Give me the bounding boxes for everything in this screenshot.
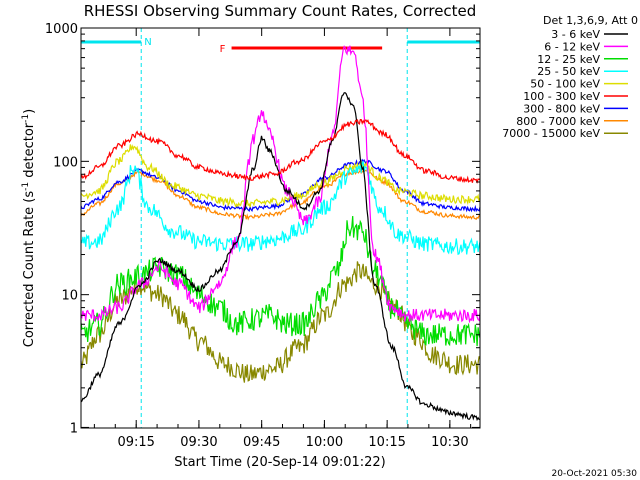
x-tick-label: 10:00 (306, 435, 343, 450)
x-tick-label: 10:15 (368, 435, 405, 450)
series-line-7 (80, 168, 481, 221)
legend-item-label: 12 - 25 keV (537, 53, 600, 66)
legend-item-label: 6 - 12 keV (544, 40, 600, 53)
series-line-0 (80, 92, 480, 422)
series-line-2 (80, 215, 481, 347)
series-line-5 (80, 118, 481, 184)
x-tick-label: 10:30 (431, 435, 468, 450)
chart-title: RHESSI Observing Summary Count Rates, Co… (84, 2, 477, 20)
y-tick-label: 100 (53, 155, 78, 170)
y-axis-label: Corrected Count Rate (s-1 detector-1) (21, 109, 37, 347)
night-label: N (144, 37, 151, 48)
legend-item-label: 50 - 100 keV (530, 78, 600, 91)
plot-frame (80, 27, 481, 429)
legend-item-label: 100 - 300 keV (523, 90, 600, 103)
timestamp-label: 20-Oct-2021 05:30 (552, 469, 638, 479)
x-tick-label: 09:30 (180, 435, 217, 450)
series-line-6 (80, 158, 481, 213)
legend-item-label: 7000 - 15000 keV (502, 127, 600, 140)
flare-label: F (220, 44, 226, 55)
x-tick-label: 09:15 (117, 435, 154, 450)
x-axis-ticks: 09:15 09:30 09:45 10:00 10:15 10:30 (93, 28, 472, 450)
y-tick-label: 1000 (45, 22, 78, 37)
legend-item-label: 800 - 7000 keV (516, 115, 600, 128)
y-tick-label: 10 (61, 289, 78, 304)
x-tick-label: 09:45 (243, 435, 280, 450)
plot-area: NF (80, 28, 481, 428)
legend-item-label: 25 - 50 keV (537, 65, 600, 78)
legend-item-label: 300 - 800 keV (523, 102, 600, 115)
legend-item-label: 3 - 6 keV (551, 28, 600, 41)
legend-title: Det 1,3,6,9, Att 0 (543, 14, 638, 27)
series-line-4 (80, 144, 481, 208)
y-axis-ticks: 1 10 100 1000 (45, 22, 480, 436)
series-line-3 (80, 160, 481, 256)
x-axis-label: Start Time (20-Sep-14 09:01:22) (174, 455, 385, 470)
y-tick-label: 1 (70, 421, 78, 436)
